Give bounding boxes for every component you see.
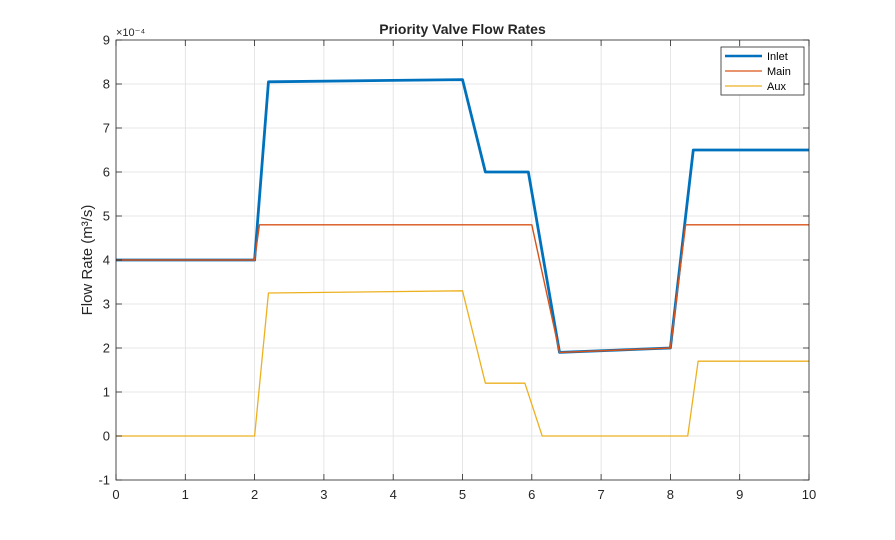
x-tick-label: 7 [597, 487, 604, 502]
series-line-inlet [116, 78, 809, 354]
x-tick-label: 6 [528, 487, 535, 502]
y-tick-label: 6 [103, 165, 110, 180]
chart-title: Priority Valve Flow Rates [379, 21, 546, 37]
y-tick-label: 8 [103, 77, 110, 92]
series-line-main [116, 224, 809, 354]
axis-ticks [115, 39, 810, 481]
y-tick-label: 2 [103, 341, 110, 356]
y-tick-label: 7 [103, 121, 110, 136]
x-tick-label: 1 [182, 487, 189, 502]
y-tick-label: 9 [103, 33, 110, 48]
y-tick-label: 4 [103, 253, 110, 268]
x-tick-label: 5 [459, 487, 466, 502]
x-tick-label: 3 [320, 487, 327, 502]
series-line-aux [116, 290, 809, 437]
x-tick-label: 2 [251, 487, 258, 502]
y-tick-label: 3 [103, 297, 110, 312]
y-tick-label: 1 [103, 385, 110, 400]
legend-label-inlet: Inlet [767, 51, 788, 63]
x-tick-label: 8 [667, 487, 674, 502]
legend: Inlet Main Aux [720, 46, 805, 96]
y-tick-label: -1 [98, 473, 110, 488]
y-exponent-label: ×10⁻⁴ [116, 27, 145, 39]
x-tick-label: 10 [802, 487, 816, 502]
x-tick-label: 9 [736, 487, 743, 502]
series-lines [116, 78, 809, 437]
x-tick-labels: 0 1 2 3 4 5 6 7 8 9 10 [112, 487, 816, 502]
legend-label-main: Main [767, 66, 791, 78]
x-tick-label: 4 [390, 487, 397, 502]
y-axis-label: Flow Rate (m³/s) [79, 205, 96, 316]
y-tick-labels: -1 0 1 2 3 4 5 6 7 8 9 [98, 33, 110, 488]
y-tick-label: 0 [103, 429, 110, 444]
x-tick-label: 0 [112, 487, 119, 502]
legend-label-aux: Aux [767, 81, 786, 93]
y-tick-label: 5 [103, 209, 110, 224]
